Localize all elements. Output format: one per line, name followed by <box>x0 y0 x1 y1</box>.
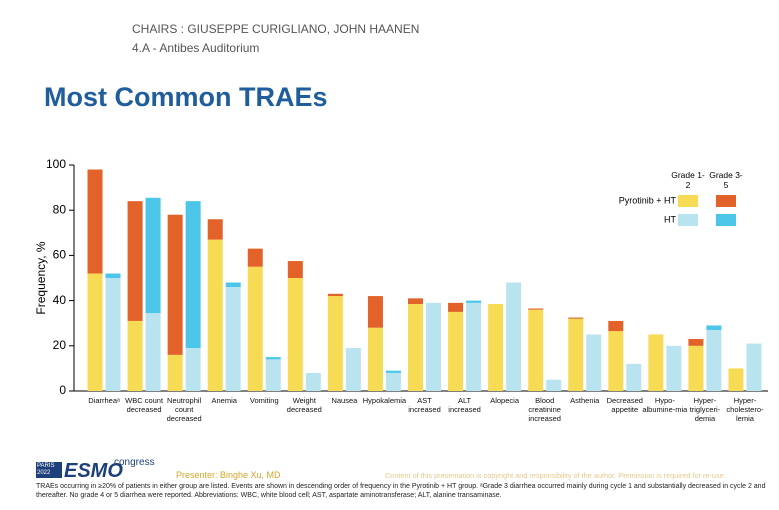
x-tick-label: ALT increased <box>448 396 481 414</box>
bar-segment <box>448 311 464 391</box>
legend-header: Grade 3-5 <box>709 170 743 190</box>
bar-segment <box>327 293 343 297</box>
x-tick-label: WBC count decreased <box>125 396 164 414</box>
bar-segment <box>145 313 161 391</box>
bar-segment <box>385 370 401 373</box>
x-tick-label: AST increased <box>408 396 441 414</box>
y-tick-label: 100 <box>46 157 66 171</box>
y-tick-label: 80 <box>53 202 67 216</box>
x-tick-label: Hyper-triglyceri-demia <box>689 396 721 423</box>
logo-city: PARIS 2022 <box>36 462 62 478</box>
bar-segment <box>327 296 343 391</box>
bar-segment <box>287 278 303 391</box>
bar-segment <box>207 219 223 240</box>
bar-segment <box>408 303 423 391</box>
x-tick-label: Hypokalemia <box>362 396 407 405</box>
bar-segment <box>408 298 423 304</box>
bar-segment <box>167 354 183 391</box>
legend-swatch <box>716 214 736 226</box>
legend-label: Pyrotinib + HT <box>619 195 677 205</box>
bar-segment <box>528 308 544 310</box>
bar-segment <box>185 201 201 349</box>
bar-segment <box>568 317 584 319</box>
bar-segment <box>706 325 722 330</box>
y-tick-label: 60 <box>53 248 67 262</box>
y-tick-label: 40 <box>53 293 67 307</box>
bar-segment <box>568 318 584 391</box>
bar-segment <box>385 372 401 391</box>
bar-segment <box>706 329 722 391</box>
bar-segment <box>626 363 642 391</box>
bar-segment <box>87 273 103 391</box>
bar-segment <box>688 339 704 346</box>
x-tick-label: Neutrophil count decreased <box>166 396 202 423</box>
x-tick-label: Hypo-albumine-mia <box>642 396 688 414</box>
legend-header: Grade 1-2 <box>671 170 705 190</box>
bar-segment <box>608 331 624 391</box>
copyright: Content of this presentation is copyrigh… <box>385 471 726 480</box>
logo-suffix: congress <box>114 457 155 468</box>
bar-segment <box>287 261 303 278</box>
bar-segment <box>448 302 464 312</box>
y-axis-label: Frequency, % <box>34 241 48 314</box>
bar-segment <box>207 239 223 391</box>
bar-segment <box>728 368 744 391</box>
bar-segment <box>87 169 103 274</box>
bar-segment <box>265 359 281 391</box>
x-tick-label: Diarrheaᵃ <box>88 396 120 405</box>
presenter: Presenter: Binghe Xu, MD <box>176 470 281 480</box>
x-tick-label: Decreased appetite <box>606 396 643 414</box>
bar-segment <box>608 320 624 332</box>
bar-segment <box>305 372 321 391</box>
bar-segment <box>466 302 482 391</box>
bar-segment <box>746 343 762 391</box>
bar-segment <box>688 345 704 391</box>
bar-segment <box>127 320 143 391</box>
bar-segment <box>466 300 482 303</box>
chairs: CHAIRS : GIUSEPPE CURIGLIANO, JOHN HAANE… <box>132 22 420 36</box>
bar-segment <box>127 201 143 321</box>
bar-segment <box>225 287 241 391</box>
bar-segment <box>586 334 602 391</box>
bar-segment <box>185 348 201 391</box>
bar-segment <box>247 248 263 267</box>
legend-swatch <box>678 214 698 226</box>
legend-swatch <box>678 195 698 207</box>
x-tick-label: Vomiting <box>249 396 279 405</box>
x-tick-label: Anemia <box>211 396 237 405</box>
x-tick-label: Hyper-cholestero-lemia <box>726 396 764 423</box>
bar-segment <box>648 334 664 391</box>
logo-brand: ESMO <box>64 460 123 482</box>
bar-segment <box>105 278 121 391</box>
y-tick-label: 0 <box>59 383 66 397</box>
bar-segment <box>506 282 522 391</box>
bar-segment <box>546 379 562 391</box>
legend-swatch <box>716 195 736 207</box>
x-tick-label: Alopecia <box>490 396 519 405</box>
bar-segment <box>345 348 361 391</box>
chart-title: Most Common TRAEs <box>44 82 328 112</box>
bar-segment <box>105 273 121 278</box>
room: 4.A - Antibes Auditorium <box>132 41 260 55</box>
bar-segment <box>367 296 383 328</box>
bar-segment <box>426 302 441 391</box>
bar-segment <box>225 282 241 288</box>
bar-segment <box>367 327 383 391</box>
footnote: TRAEs occurring in ≥20% of patients in e… <box>36 483 766 499</box>
bar-segment <box>247 266 263 391</box>
x-tick-label: Asthenia <box>570 396 600 405</box>
x-tick-label: Blood creatinine increased <box>528 396 561 423</box>
bar-segment <box>666 345 682 391</box>
y-tick-label: 20 <box>53 338 67 352</box>
bar-segment <box>145 197 161 314</box>
bar-segment <box>488 303 504 391</box>
bar-segment <box>167 214 183 355</box>
bar-segment <box>528 309 544 391</box>
bar-segment <box>265 357 281 360</box>
legend-label: HT <box>664 214 676 224</box>
x-tick-label: Nausea <box>331 396 358 405</box>
x-tick-label: Weight decreased <box>286 396 322 414</box>
